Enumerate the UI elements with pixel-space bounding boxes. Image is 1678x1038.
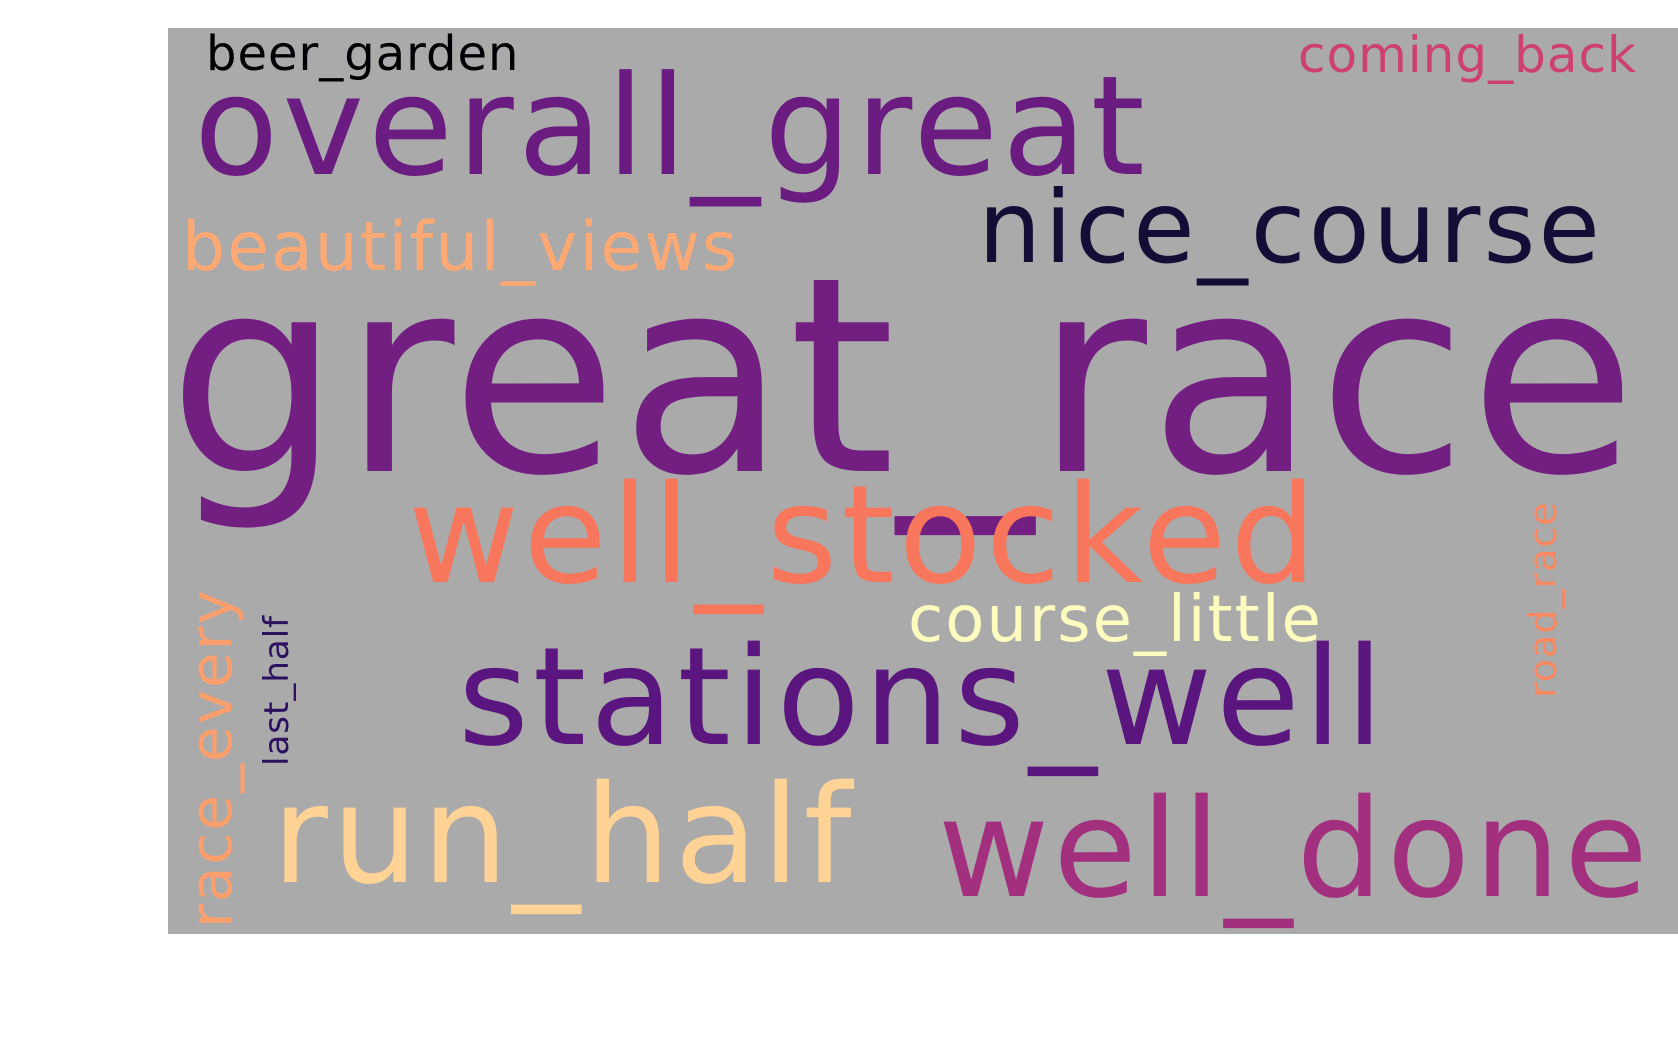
word-overall-great: overall_great xyxy=(194,46,1149,207)
word-well-done: well_done xyxy=(938,771,1652,929)
word-beautiful-views: beautiful_views xyxy=(182,208,740,287)
word-nice-course: nice_course xyxy=(978,169,1603,286)
word-coming-back: coming_back xyxy=(1298,28,1637,84)
word-cloud: beer_garden coming_back overall_great ni… xyxy=(168,28,1678,934)
word-race-every: race_every xyxy=(177,588,245,928)
word-road-race: road_race xyxy=(1521,501,1565,698)
word-course-little: course_little xyxy=(908,583,1323,657)
word-stations-well: stations_well xyxy=(458,619,1388,777)
word-beer-garden: beer_garden xyxy=(206,28,520,82)
word-great-race: great_race xyxy=(168,220,1639,536)
word-last-half: last_half xyxy=(257,614,297,766)
word-run-half: run_half xyxy=(272,757,856,915)
word-well-stocked: well_stocked xyxy=(408,457,1321,615)
